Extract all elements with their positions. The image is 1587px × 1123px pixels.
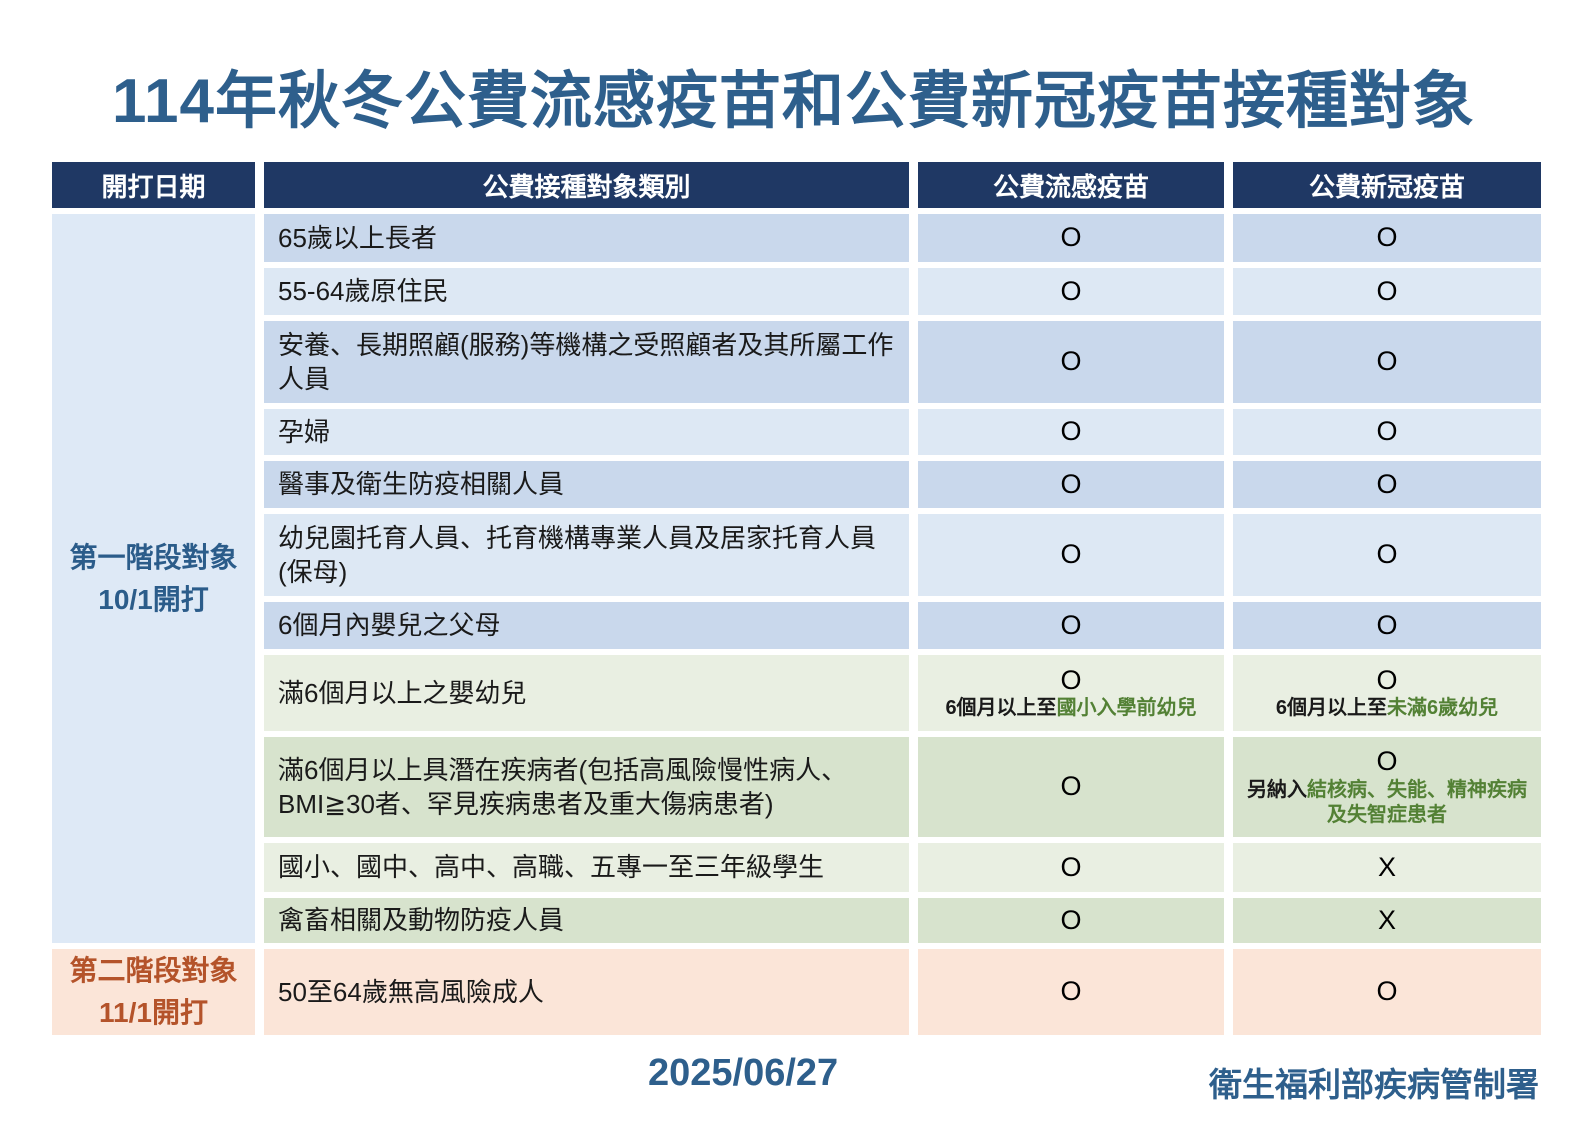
covid-mark: O [1376, 664, 1398, 695]
flu-mark-cell: O [918, 461, 1224, 508]
flu-mark-cell: O [918, 321, 1224, 403]
flu-mark-cell: O [918, 602, 1224, 649]
covid-mark: X [1377, 851, 1396, 882]
covid-mark-cell: O [1233, 268, 1541, 315]
header-flu-vaccine: 公費流感疫苗 [918, 162, 1224, 208]
covid-mark-cell: O 6個月以上至未滿6歲幼兒 [1233, 655, 1541, 731]
flu-mark: O [1060, 771, 1082, 802]
category-cell: 65歲以上長者 [264, 214, 909, 262]
covid-mark: O [1376, 609, 1398, 640]
flu-note: 6個月以上至國小入學前幼兒 [939, 696, 1202, 721]
covid-mark: O [1376, 976, 1398, 1007]
vaccination-table: 開打日期 公費接種對象類別 公費流感疫苗 公費新冠疫苗 第一階段對象 10/1開… [52, 162, 1541, 1035]
covid-mark-cell: O [1233, 461, 1541, 508]
flu-mark-cell: O [918, 514, 1224, 596]
covid-mark-cell: O [1233, 214, 1541, 262]
category-cell: 安養、長期照顧(服務)等機構之受照顧者及其所屬工作人員 [264, 321, 909, 403]
flu-note-highlight: 國小入學前幼兒 [1056, 697, 1197, 720]
flu-mark: O [1060, 275, 1082, 306]
flu-mark: O [1060, 468, 1082, 499]
stage1-label: 第一階段對象 [69, 541, 238, 573]
covid-mark: O [1376, 346, 1398, 377]
page-title: 114年秋冬公費流感疫苗和公費新冠疫苗接種對象 [111, 67, 1476, 136]
flu-mark-cell: O [918, 737, 1224, 837]
category-cell: 醫事及衛生防疫相關人員 [264, 461, 909, 508]
covid-note-highlight: 未滿6歲幼兒 [1387, 697, 1499, 720]
header-start-date: 開打日期 [52, 162, 255, 208]
category-cell: 50至64歲無高風險成人 [264, 949, 909, 1035]
header-category: 公費接種對象類別 [264, 162, 909, 208]
footer-date: 2025/06/27 [648, 1052, 839, 1094]
flu-mark-cell: O [918, 949, 1224, 1035]
stage2-date: 11/1開打 [99, 997, 208, 1028]
covid-mark: O [1376, 539, 1398, 570]
category-cell: 禽畜相關及動物防疫人員 [264, 898, 909, 943]
flu-mark-cell: O [918, 214, 1224, 262]
flu-mark: O [1060, 222, 1082, 253]
flu-mark-cell: O [918, 843, 1224, 892]
covid-mark-cell: X [1233, 843, 1541, 892]
flu-mark: O [1060, 609, 1082, 640]
category-cell: 滿6個月以上之嬰幼兒 [264, 655, 909, 731]
covid-mark-cell: O 另納入結核病、失能、精神疾病及失智症患者 [1233, 737, 1541, 837]
flu-mark: O [1060, 851, 1082, 882]
covid-mark-cell: O [1233, 409, 1541, 455]
flu-mark: O [1060, 539, 1082, 570]
flu-mark-cell: O [918, 898, 1224, 943]
header-covid-vaccine: 公費新冠疫苗 [1233, 162, 1541, 208]
covid-note-prefix: 另納入 [1247, 778, 1307, 801]
category-cell: 國小、國中、高中、高職、五專一至三年級學生 [264, 843, 909, 892]
covid-mark-cell: O [1233, 602, 1541, 649]
stage2-label: 第二階段對象 [69, 955, 238, 986]
covid-mark: X [1377, 904, 1396, 935]
covid-note-highlight: 結核病、失能、精神疾病及失智症患者 [1307, 778, 1527, 826]
flu-mark: O [1060, 416, 1082, 447]
flu-mark: O [1060, 976, 1082, 1007]
covid-mark: O [1376, 416, 1398, 447]
flu-mark-cell: O [918, 268, 1224, 315]
covid-mark: O [1376, 746, 1398, 777]
flu-mark: O [1060, 904, 1082, 935]
stage1-cell: 第一階段對象 10/1開打 [52, 214, 255, 943]
flu-mark-cell: O [918, 409, 1224, 455]
flu-note-prefix: 6個月以上至 [945, 697, 1057, 720]
stage1-date: 10/1開打 [98, 583, 209, 615]
covid-mark: O [1376, 222, 1398, 253]
category-cell: 幼兒園托育人員、托育機構專業人員及居家托育人員(保母) [264, 514, 909, 596]
flu-mark: O [1060, 664, 1082, 695]
category-cell: 孕婦 [264, 409, 909, 455]
covid-note: 另納入結核病、失能、精神疾病及失智症患者 [1233, 778, 1541, 828]
flu-mark-cell: O 6個月以上至國小入學前幼兒 [918, 655, 1224, 731]
stage2-cell: 第二階段對象 11/1開打 [52, 949, 255, 1035]
covid-note-prefix: 6個月以上至 [1275, 697, 1387, 720]
covid-mark-cell: X [1233, 898, 1541, 943]
covid-mark: O [1376, 468, 1398, 499]
covid-mark-cell: O [1233, 949, 1541, 1035]
category-cell: 6個月內嬰兒之父母 [264, 602, 909, 649]
covid-mark: O [1376, 275, 1398, 306]
covid-note: 6個月以上至未滿6歲幼兒 [1270, 696, 1504, 721]
category-cell: 55-64歲原住民 [264, 268, 909, 315]
covid-mark-cell: O [1233, 321, 1541, 403]
category-cell: 滿6個月以上具潛在疾病者(包括高風險慢性病人、BMI≧30者、罕見疾病患者及重大… [264, 737, 909, 837]
footer-agency: 衛生福利部疾病管制署 [1209, 1066, 1539, 1103]
flu-mark: O [1060, 346, 1082, 377]
covid-mark-cell: O [1233, 514, 1541, 596]
